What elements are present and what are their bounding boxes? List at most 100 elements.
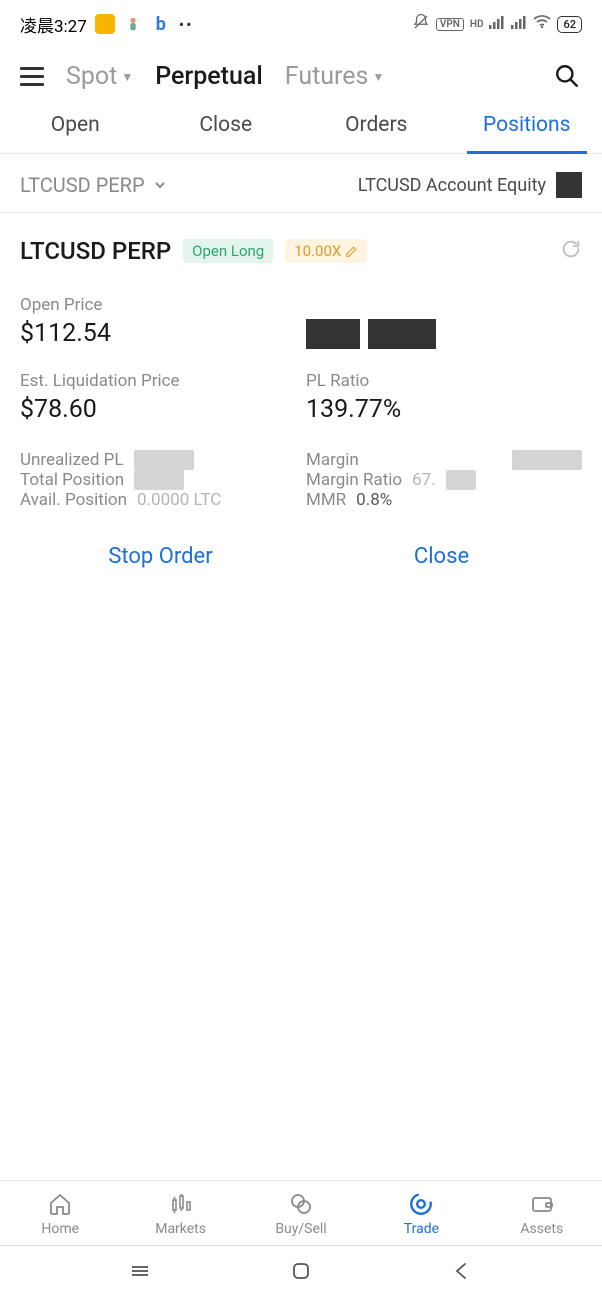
blurred-total-position <box>134 470 184 490</box>
status-time: 凌晨3:27 <box>20 12 87 37</box>
sys-home-button[interactable] <box>290 1260 312 1286</box>
wifi-icon <box>533 15 551 33</box>
unrealized-pl-label: Unrealized PL <box>20 450 124 470</box>
nav-home[interactable]: Home <box>0 1191 120 1237</box>
pl-ratio-label: PL Ratio <box>306 371 582 391</box>
nav-perpetual-label: Perpetual <box>155 62 263 91</box>
nav-trade[interactable]: Trade <box>361 1191 481 1237</box>
margin-label: Margin <box>306 450 359 470</box>
search-button[interactable] <box>554 63 582 91</box>
avail-position-label: Avail. Position <box>20 490 127 510</box>
nav-markets-label: Markets <box>155 1221 206 1237</box>
nav-spot[interactable]: Spot ▼ <box>66 62 133 91</box>
sub-tabs: Open Close Orders Positions <box>0 101 602 154</box>
tab-orders[interactable]: Orders <box>301 113 452 153</box>
hd-label: HD <box>470 19 484 30</box>
nav-assets-label: Assets <box>520 1221 563 1237</box>
top-nav: Spot ▼ Perpetual Futures ▼ <box>0 48 602 101</box>
leverage-value: 10.00X <box>294 242 341 260</box>
nav-perpetual[interactable]: Perpetual <box>155 62 263 91</box>
menu-button[interactable] <box>20 67 44 86</box>
pl-ratio-value: 139.77% <box>306 395 582 424</box>
status-left: 凌晨3:27 b •• <box>20 12 194 37</box>
redacted-equity-value <box>556 172 582 198</box>
home-icon <box>47 1191 73 1217</box>
metric-open-price: Open Price $112.54 <box>20 295 296 349</box>
chevron-down-icon <box>153 173 167 197</box>
bottom-nav: Home Markets Buy/Sell Trade Assets <box>0 1180 602 1245</box>
position-pair: LTCUSD PERP <box>20 237 171 265</box>
row-mmr: MMR 0.8% <box>306 490 582 510</box>
tab-close[interactable]: Close <box>151 113 302 153</box>
badge-leverage[interactable]: 10.00X <box>285 239 367 263</box>
mute-icon <box>412 13 430 35</box>
status-bar: 凌晨3:27 b •• VPN HD 62 <box>0 0 602 48</box>
nav-futures[interactable]: Futures ▼ <box>285 62 385 91</box>
row-avail-position: Avail. Position 0.0000 LTC <box>20 490 296 510</box>
metric-pl: PL <box>306 295 582 349</box>
metrics-compact: Unrealized PL Total Position Avail. Posi… <box>20 450 582 510</box>
nav-buysell[interactable]: Buy/Sell <box>241 1191 361 1237</box>
row-total-position: Total Position <box>20 470 296 490</box>
open-price-label: Open Price <box>20 295 296 315</box>
mmr-label: MMR <box>306 490 346 510</box>
metric-pl-ratio: PL Ratio 139.77% <box>306 371 582 424</box>
metric-liq-price: Est. Liquidation Price $78.60 <box>20 371 296 424</box>
signal-icon-2 <box>511 15 527 33</box>
symbol-selector[interactable]: LTCUSD PERP <box>20 173 167 197</box>
blurred-margin-ratio <box>446 470 476 490</box>
position-card: LTCUSD PERP Open Long 10.00X Open Price … <box>0 213 602 585</box>
battery-badge: 62 <box>557 16 582 33</box>
chevron-down-icon: ▼ <box>372 70 384 84</box>
nav-futures-label: Futures <box>285 62 369 91</box>
status-right: VPN HD 62 <box>412 13 582 35</box>
card-header: LTCUSD PERP Open Long 10.00X <box>20 237 582 265</box>
refresh-button[interactable] <box>560 238 582 264</box>
liq-label: Est. Liquidation Price <box>20 371 296 391</box>
mmr-value: 0.8% <box>356 490 392 510</box>
nav-markets[interactable]: Markets <box>120 1191 240 1237</box>
vpn-badge: VPN <box>436 18 464 31</box>
sys-recent-button[interactable] <box>129 1260 151 1286</box>
close-position-button[interactable]: Close <box>301 538 582 575</box>
badge-open-long: Open Long <box>183 239 273 263</box>
sys-back-button[interactable] <box>451 1260 473 1286</box>
row-margin-ratio: Margin Ratio 67. <box>306 470 582 490</box>
system-nav <box>0 1245 602 1304</box>
blurred-margin <box>512 450 582 470</box>
symbol-row: LTCUSD PERP LTCUSD Account Equity <box>0 154 602 213</box>
row-unrealized-pl: Unrealized PL <box>20 450 296 470</box>
stop-order-button[interactable]: Stop Order <box>20 538 301 575</box>
assets-icon <box>529 1191 555 1217</box>
open-price-value: $112.54 <box>20 319 296 348</box>
account-equity: LTCUSD Account Equity <box>358 172 582 198</box>
tab-positions[interactable]: Positions <box>452 113 602 153</box>
tab-open[interactable]: Open <box>0 113 151 153</box>
edit-icon <box>345 245 358 258</box>
equity-label-text: LTCUSD Account Equity <box>358 175 546 196</box>
row-margin: Margin <box>306 450 582 470</box>
chevron-down-icon: ▼ <box>121 70 133 84</box>
nav-buysell-label: Buy/Sell <box>275 1221 326 1237</box>
nav-trade-label: Trade <box>404 1221 439 1237</box>
more-dots-icon: •• <box>179 15 194 34</box>
symbol-label: LTCUSD PERP <box>20 173 145 197</box>
app-icon-1 <box>95 14 115 34</box>
signal-icon-1 <box>489 15 505 33</box>
margin-ratio-value: 67. <box>412 470 436 490</box>
redacted-pl <box>306 319 582 349</box>
nav-spot-label: Spot <box>66 62 117 91</box>
nav-assets[interactable]: Assets <box>482 1191 602 1237</box>
app-icon-3: b <box>151 14 171 34</box>
metrics-grid: Open Price $112.54 PL Est. Liquidation P… <box>20 295 582 424</box>
trade-icon <box>408 1191 434 1217</box>
total-position-label: Total Position <box>20 470 124 490</box>
markets-icon <box>168 1191 194 1217</box>
buysell-icon <box>288 1191 314 1217</box>
liq-value: $78.60 <box>20 395 296 424</box>
blurred-unrealized-pl <box>134 450 194 470</box>
nav-home-label: Home <box>41 1221 79 1237</box>
margin-ratio-label: Margin Ratio <box>306 470 402 490</box>
avail-position-value: 0.0000 LTC <box>137 490 221 510</box>
app-icon-2 <box>123 14 143 34</box>
